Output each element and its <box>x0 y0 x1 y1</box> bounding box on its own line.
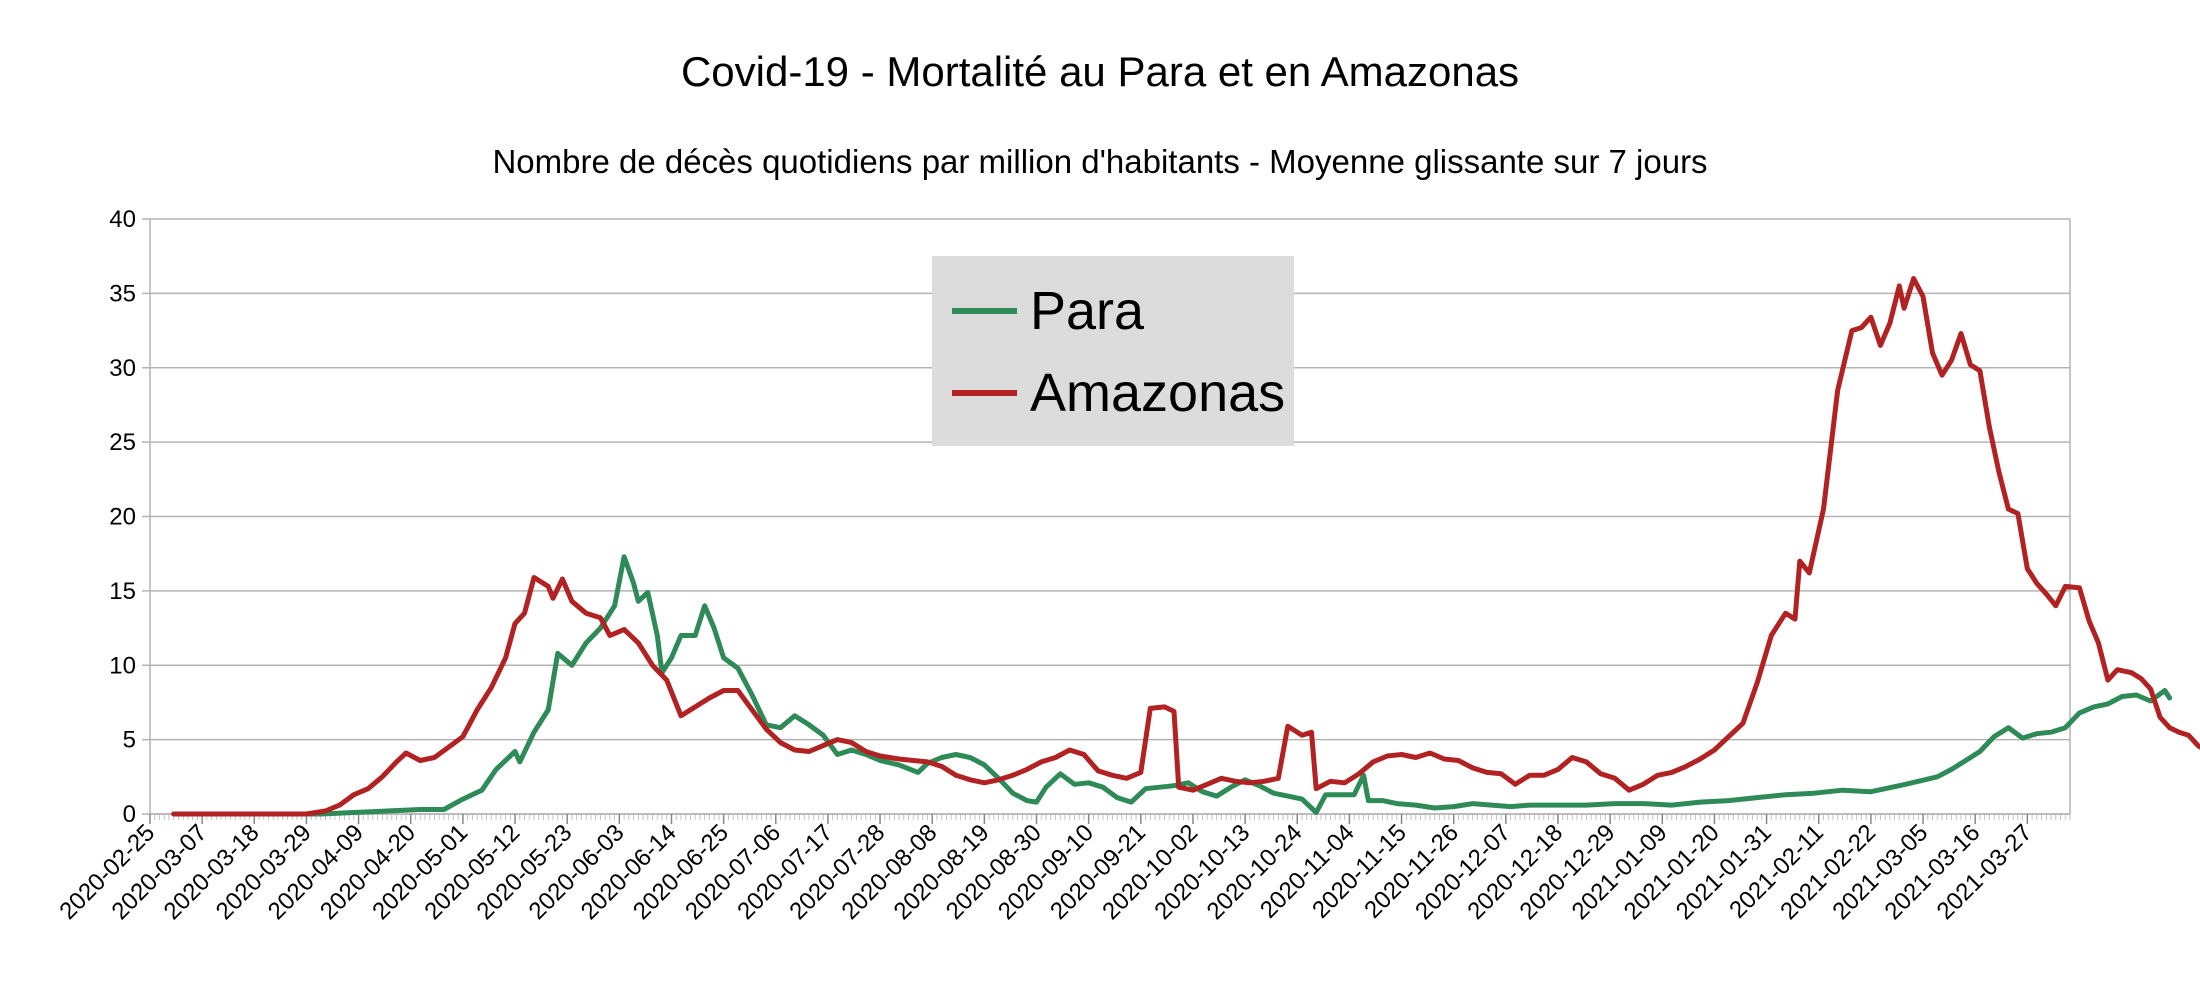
legend-label-amazonas: Amazonas <box>1030 363 1285 423</box>
y-axis: 0 5 10 15 20 25 30 35 40 <box>109 206 150 828</box>
y-tick-label: 15 <box>109 578 136 605</box>
x-axis: 2020-02-252020-03-072020-03-182020-03-29… <box>54 814 2071 925</box>
series-line-amazonas <box>171 276 2200 817</box>
y-tick-label: 30 <box>109 355 136 382</box>
y-tick-label: 35 <box>109 280 136 307</box>
legend-box <box>932 256 1294 446</box>
y-tick-label: 5 <box>123 727 136 754</box>
legend: Para Amazonas <box>932 256 1294 446</box>
y-tick-label: 25 <box>109 429 136 456</box>
y-tick-label: 0 <box>123 801 136 828</box>
chart-title: Covid-19 - Mortalité au Para et en Amazo… <box>681 48 1519 95</box>
y-tick-label: 10 <box>109 652 136 679</box>
legend-label-para: Para <box>1030 281 1145 341</box>
series-lines <box>171 276 2200 817</box>
y-tick-label: 40 <box>109 206 136 233</box>
chart-subtitle: Nombre de décès quotidiens par million d… <box>492 143 1707 180</box>
series-line-para <box>171 554 2173 817</box>
y-tick-label: 20 <box>109 504 136 531</box>
